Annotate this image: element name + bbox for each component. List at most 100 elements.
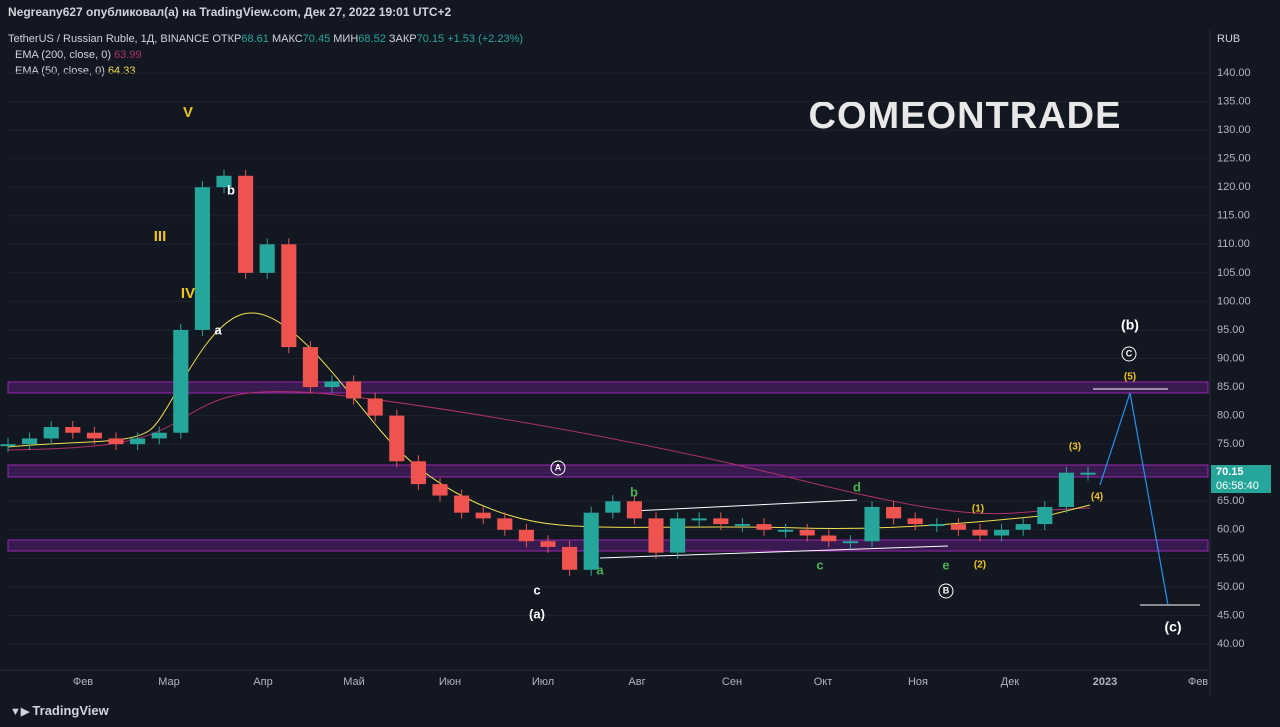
wave-label: (5) [1124, 372, 1136, 383]
wave-label: c [816, 557, 823, 572]
x-tick-label: Ноя [908, 676, 928, 688]
triangle-line [599, 545, 949, 559]
y-tick-label: 105.00 [1217, 267, 1251, 279]
candle [842, 541, 858, 544]
y-tick-label: 60.00 [1217, 524, 1245, 536]
candle [65, 427, 81, 433]
ema200-line [7, 391, 1091, 515]
y-tick-label: 90.00 [1217, 352, 1245, 364]
wave-label: e [942, 557, 949, 572]
candle [324, 381, 340, 388]
y-tick-label: 85.00 [1217, 381, 1245, 393]
candle [670, 518, 686, 553]
candle [756, 524, 772, 530]
wave-label: b [227, 182, 235, 197]
candle [1080, 472, 1096, 475]
wave-label: IV [181, 285, 195, 302]
wave-circle [938, 583, 954, 599]
wave-label: (1) [972, 504, 984, 515]
candle [626, 501, 642, 519]
footer-bar [0, 697, 1280, 727]
ema50-line [7, 312, 1091, 530]
wave-label: b [630, 484, 638, 499]
x-tick-label: Окт [814, 676, 833, 688]
wave-label: a [596, 562, 604, 577]
candle [950, 524, 966, 530]
triangle-line [631, 499, 858, 512]
candle [713, 518, 729, 525]
last-price: 70.15 [1216, 466, 1244, 478]
wave-label: c [533, 582, 540, 597]
legend-symbol: TetherUS / Russian Ruble, 1Д, BINANCE ОТ… [8, 33, 523, 45]
candle [691, 518, 707, 521]
countdown: 06:58:40 [1216, 480, 1259, 492]
x-tick-label: Авг [628, 676, 645, 688]
y-tick-label: 80.00 [1217, 410, 1245, 422]
price-box [1211, 465, 1271, 493]
candle [281, 244, 297, 348]
projection [1099, 392, 1169, 606]
candle [907, 518, 923, 525]
candle [799, 529, 815, 536]
wave-circle [550, 460, 566, 476]
wave-label: B [943, 585, 950, 595]
candle [648, 518, 664, 553]
candle [475, 512, 491, 519]
candle [86, 432, 102, 439]
zone [7, 539, 1209, 552]
wave-label: (3) [1069, 442, 1081, 453]
x-tick-label: Фев [1188, 676, 1208, 688]
y-tick-label: 50.00 [1217, 581, 1245, 593]
candle [1037, 506, 1053, 525]
candle [994, 529, 1010, 536]
wave-label: d [853, 479, 861, 494]
wave-label: C [1126, 348, 1133, 358]
candle [43, 427, 59, 439]
candle [194, 187, 210, 330]
candle [410, 461, 426, 485]
x-tick-label: Мар [158, 676, 180, 688]
candle [821, 535, 837, 542]
candle [518, 529, 534, 542]
y-tick-label: 135.00 [1217, 95, 1251, 107]
x-tick-label: Май [343, 676, 365, 688]
candle [583, 512, 599, 570]
zones [7, 381, 1209, 552]
header-title: Negreany627 опубликовал(а) на TradingVie… [8, 5, 452, 19]
candle [389, 415, 405, 462]
candle [238, 175, 254, 273]
legend-ema50: EMA (50, close, 0) 64.33 [15, 65, 135, 77]
x-tick-label: Дек [1001, 676, 1020, 688]
y-tick-label: 130.00 [1217, 124, 1251, 136]
currency: RUB [1217, 33, 1240, 45]
candle [367, 398, 383, 416]
candle [734, 524, 750, 527]
candle [302, 347, 318, 388]
y-tick-label: 75.00 [1217, 438, 1245, 450]
candle [216, 175, 232, 188]
candle [886, 506, 902, 519]
candle [0, 444, 16, 447]
candle [778, 529, 794, 532]
candle [1058, 472, 1074, 507]
zone [7, 381, 1209, 394]
candle [929, 524, 945, 527]
x-tick-label: 2023 [1093, 676, 1117, 688]
header-bar [0, 0, 1280, 27]
x-tick-label: Апр [253, 676, 272, 688]
wave-label: V [183, 104, 193, 121]
y-tick-label: 120.00 [1217, 181, 1251, 193]
x-tick-label: Сен [722, 676, 742, 688]
wave-label: III [154, 228, 167, 245]
y-tick-label: 140.00 [1217, 67, 1251, 79]
candle [497, 518, 513, 530]
footer-brand: ▼▶ TradingView [10, 703, 110, 718]
wave-label: a [214, 322, 222, 337]
wave-label: (4) [1091, 492, 1103, 503]
x-tick-label: Июл [532, 676, 554, 688]
y-tick-label: 40.00 [1217, 638, 1245, 650]
x-tick-label: Фев [73, 676, 93, 688]
